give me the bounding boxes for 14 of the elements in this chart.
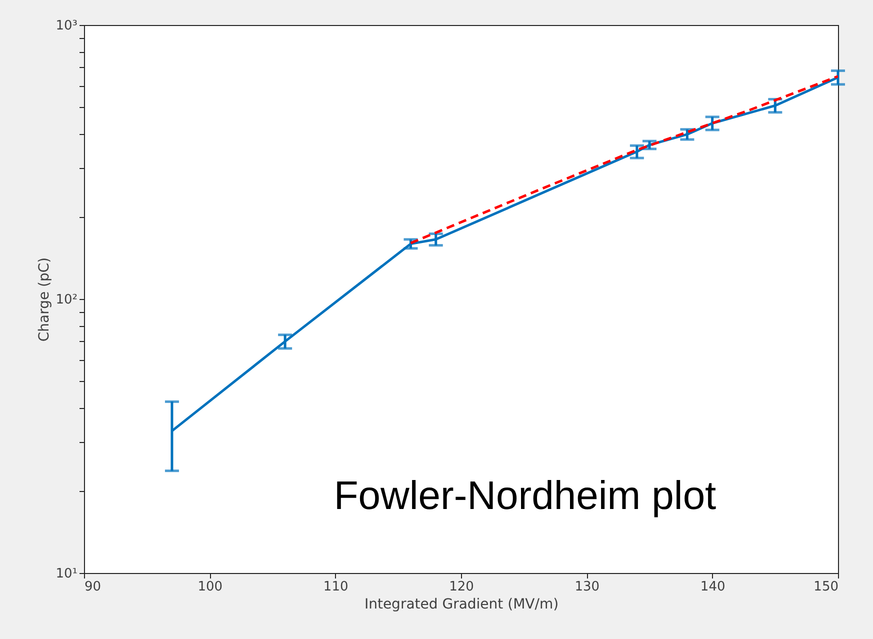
line-series [409,75,838,244]
y-tick-label: 10³ [56,18,78,34]
y-tick-label: 10¹ [56,566,78,582]
y-axis-title: Charge (pC) [36,257,53,342]
annotation: Fowler-Nordheim plot [334,474,716,518]
x-axis-title: Integrated Gradient (MV/m) [364,596,559,612]
x-tick-label: 150 [814,580,838,594]
x-tick-label: 120 [449,580,474,594]
x-tick-label: 130 [574,580,600,594]
x-tick-label: 140 [700,580,726,594]
x-tick-label: 110 [323,580,348,594]
y-tick-label: 10² [56,292,78,308]
x-tick-label: 100 [198,580,223,594]
x-tick-label: 90 [84,580,102,594]
